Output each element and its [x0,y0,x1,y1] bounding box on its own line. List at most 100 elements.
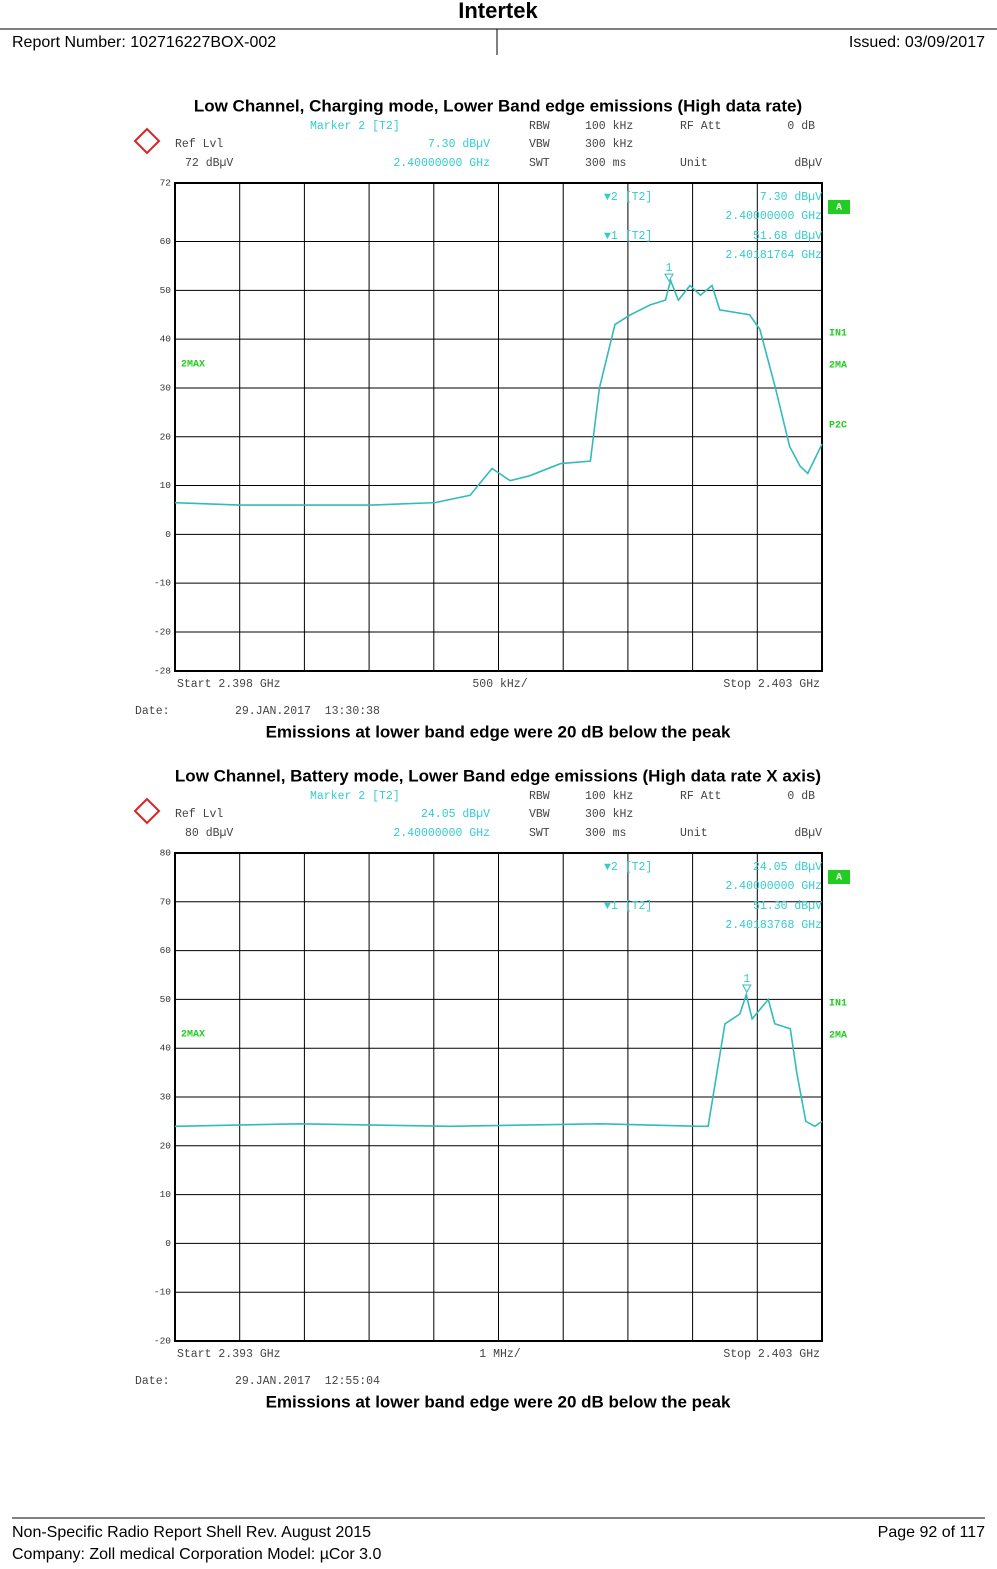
marker-table-entry: ▼1 [T2] [604,230,652,243]
side-label-box [828,200,850,214]
caption: Emissions at lower band edge were 20 dB … [266,722,731,741]
marker-label: 1 [666,262,673,275]
marker-heading: Marker 2 [T2] [310,120,400,133]
rbw-value: 100 kHz [585,790,633,803]
start-freq: Start 2.393 GHz [177,1348,281,1361]
swt-value: 300 ms [585,157,626,170]
marker-table-entry: 2.40181764 GHz [725,249,822,262]
rf-att-value: 0 dB [787,120,815,133]
span: 500 kHz/ [472,678,527,691]
report-number: Report Number: 102716227BOX-002 [12,34,276,51]
marker-table-entry: 2.40000000 GHz [725,880,822,893]
plot-frame [174,182,823,672]
footer-company: Company: Zoll medical Corporation Model:… [12,1546,381,1563]
rf-att: RF Att [680,120,721,133]
unit-value: dBµV [794,157,822,170]
vbw: VBW [529,138,550,151]
ref-lvl: Ref Lvl [175,808,223,821]
y-tick-label: 60 [160,236,172,247]
side-label: A [836,873,842,884]
ref-level: 72 dBµV [185,157,233,170]
footer-page: Page 92 of 117 [878,1524,985,1541]
header-title: Intertek [458,0,538,23]
ref-lvl: Ref Lvl [175,138,223,151]
span: 1 MHz/ [479,1348,521,1361]
y-tick-label: 10 [160,1189,172,1200]
y-tick-label: 0 [165,529,171,540]
swt: SWT [529,827,550,840]
y-tick-label: 0 [165,1238,171,1249]
y-tick-label: 20 [160,431,172,442]
chart-title: Low Channel, Charging mode, Lower Band e… [194,96,802,115]
y-tick-label: 50 [160,994,172,1005]
rf-att: RF Att [680,790,721,803]
y-tick-label: 80 [160,848,172,859]
marker-heading: Marker 2 [T2] [310,790,400,803]
side-label: 2MA [829,361,847,372]
rbw-value: 100 kHz [585,120,633,133]
y-tick-label: 10 [160,480,172,491]
y-tick-label: 40 [160,1043,172,1054]
y-tick-label: 30 [160,1092,172,1103]
plot-frame [174,852,823,1342]
side-label: IN1 [829,999,847,1010]
logo [133,797,161,825]
stop-freq: Stop 2.403 GHz [723,1348,820,1361]
trace [174,278,823,506]
marker-triangle [664,273,674,283]
marker-table-entry: 2.40183768 GHz [725,919,822,932]
rbw: RBW [529,790,550,803]
y-tick-label: 20 [160,1140,172,1151]
y-tick-label: 50 [160,285,172,296]
y-tick-label: -10 [154,578,171,589]
rbw: RBW [529,120,550,133]
marker-freq: 2.40000000 GHz [393,827,490,840]
rf-att-value: 0 dB [787,790,815,803]
marker-freq: 2.40000000 GHz [393,157,490,170]
trace-label: 2MAX [181,1030,205,1041]
date-label: Date: [135,1375,170,1388]
logo [133,127,161,155]
y-tick-label: -10 [154,1287,171,1298]
side-label-box [828,870,850,884]
marker-level: 7.30 dBµV [428,138,490,151]
y-tick-label: -20 [154,1336,171,1347]
side-label: P2C [829,421,847,432]
timestamp: 29.JAN.2017 12:55:04 [235,1375,380,1388]
swt-value: 300 ms [585,827,626,840]
marker-label: 1 [743,973,750,986]
vbw-value: 300 kHz [585,138,633,151]
unit: Unit [680,157,708,170]
marker-table-entry: ▼1 [T2] [604,900,652,913]
y-tick-label: -28 [154,666,171,677]
marker-table-entry: ▼2 [T2] [604,191,652,204]
issued-date: Issued: 03/09/2017 [849,34,985,51]
y-tick-label: 72 [160,178,172,189]
y-tick-label: 60 [160,945,172,956]
side-label: A [836,203,842,214]
swt: SWT [529,157,550,170]
unit-value: dBµV [794,827,822,840]
vbw-value: 300 kHz [585,808,633,821]
side-label: IN1 [829,329,847,340]
trace-label: 2MAX [181,360,205,371]
start-freq: Start 2.398 GHz [177,678,281,691]
marker-table-entry: 24.05 dBµV [753,861,822,874]
side-label: 2MA [829,1031,847,1042]
marker-table-entry: 51.30 dBµV [753,900,822,913]
marker-table-entry: 51.68 dBµV [753,230,822,243]
y-tick-label: 30 [160,382,172,393]
y-tick-label: -20 [154,626,171,637]
y-tick-label: 70 [160,896,172,907]
marker-table-entry: 7.30 dBµV [760,191,822,204]
date-label: Date: [135,705,170,718]
caption: Emissions at lower band edge were 20 dB … [266,1392,731,1411]
ref-level: 80 dBµV [185,827,233,840]
marker-triangle [741,984,752,994]
marker-table-entry: 2.40000000 GHz [725,210,822,223]
chart-title: Low Channel, Battery mode, Lower Band ed… [175,766,821,785]
vbw: VBW [529,808,550,821]
timestamp: 29.JAN.2017 13:30:38 [235,705,380,718]
marker-table-entry: ▼2 [T2] [604,861,652,874]
